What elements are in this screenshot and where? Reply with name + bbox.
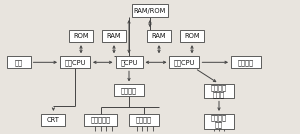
- FancyBboxPatch shape: [60, 56, 90, 68]
- FancyBboxPatch shape: [147, 30, 171, 42]
- Text: RAM: RAM: [152, 33, 166, 39]
- FancyBboxPatch shape: [204, 84, 234, 98]
- FancyBboxPatch shape: [116, 56, 142, 68]
- FancyBboxPatch shape: [69, 30, 93, 42]
- Text: 反馈信号
接口: 反馈信号 接口: [211, 114, 227, 128]
- FancyBboxPatch shape: [102, 30, 126, 42]
- Text: 反馈脉冲
和处理: 反馈脉冲 和处理: [211, 84, 227, 98]
- FancyBboxPatch shape: [231, 56, 261, 68]
- FancyBboxPatch shape: [180, 30, 204, 42]
- FancyBboxPatch shape: [132, 4, 168, 17]
- Text: 显示CPU: 显示CPU: [64, 59, 86, 66]
- Text: 主CPU: 主CPU: [120, 59, 138, 66]
- FancyBboxPatch shape: [84, 114, 117, 126]
- FancyBboxPatch shape: [41, 114, 65, 126]
- FancyBboxPatch shape: [169, 56, 200, 68]
- Text: ROM: ROM: [73, 33, 89, 39]
- Text: 机床接口: 机床接口: [136, 117, 152, 123]
- Text: CRT: CRT: [47, 117, 60, 123]
- Text: 通信接口: 通信接口: [238, 59, 254, 66]
- FancyBboxPatch shape: [7, 56, 31, 68]
- FancyBboxPatch shape: [114, 84, 144, 96]
- Text: RAM/ROM: RAM/ROM: [134, 8, 166, 14]
- FancyBboxPatch shape: [204, 114, 234, 129]
- Text: RAM: RAM: [107, 33, 121, 39]
- Text: 并行接口: 并行接口: [121, 87, 137, 94]
- Text: 键盘: 键盘: [15, 59, 22, 66]
- Text: 插补CPU: 插补CPU: [174, 59, 195, 66]
- Text: ROM: ROM: [184, 33, 200, 39]
- Text: 模拟量输出: 模拟量输出: [91, 117, 110, 123]
- FancyBboxPatch shape: [129, 114, 159, 126]
